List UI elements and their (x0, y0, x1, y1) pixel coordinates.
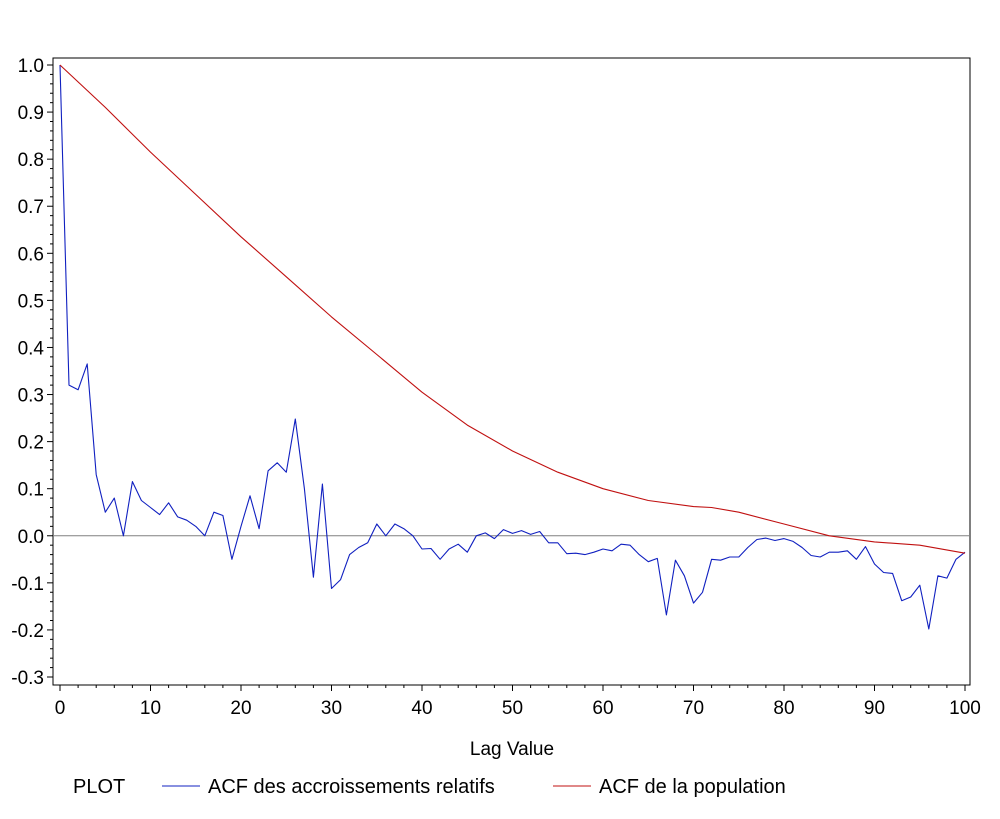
series-layer (59, 64, 966, 630)
y-tick-label: 0.7 (18, 197, 44, 218)
x-tick-label: 60 (592, 698, 613, 719)
y-tick-label: -0.3 (11, 668, 44, 689)
y-tick-label: 1.0 (18, 56, 44, 77)
x-tick-label: 100 (949, 698, 981, 719)
legend-title: PLOT (73, 776, 125, 798)
y-tick-label: 0.1 (18, 480, 44, 501)
x-tick-label: 20 (230, 698, 251, 719)
y-tick-label: 0.8 (18, 150, 44, 171)
x-tick-label: 30 (321, 698, 342, 719)
legend-label-population: ACF de la population (599, 776, 786, 798)
legend: PLOT ACF des accroissements relatifs ACF… (73, 776, 786, 798)
y-tick-label: 0.4 (18, 338, 45, 359)
x-tick-label: 0 (55, 698, 66, 719)
series-line-population (59, 64, 966, 554)
series-line-accroissements (59, 64, 966, 630)
plot-frame (52, 57, 971, 686)
x-tick-label: 80 (773, 698, 794, 719)
x-tick-label: 10 (140, 698, 161, 719)
y-tick-label: 0.6 (18, 244, 44, 265)
y-tick-label: 0.5 (18, 291, 44, 312)
x-axis: 0 10 20 30 40 50 60 70 80 90 100 (55, 685, 981, 719)
y-tick-label: 0.2 (18, 433, 44, 454)
y-tick-label: 0.0 (18, 527, 44, 548)
legend-label-accroissements: ACF des accroissements relatifs (208, 776, 495, 798)
y-axis: -0.3 -0.2 -0.1 0.0 0.1 0.2 0.3 0.4 0.5 0.6 0.7 0.8 0… (11, 56, 53, 689)
x-tick-label: 40 (411, 698, 432, 719)
y-tick-label: 0.3 (18, 386, 44, 407)
x-tick-label: 90 (864, 698, 885, 719)
x-tick-label: 70 (683, 698, 704, 719)
x-tick-label: 50 (502, 698, 523, 719)
y-tick-label: -0.1 (11, 574, 44, 595)
x-axis-title: Lag Value (470, 739, 554, 760)
y-tick-label: 0.9 (18, 103, 44, 124)
y-tick-label: -0.2 (11, 621, 44, 642)
